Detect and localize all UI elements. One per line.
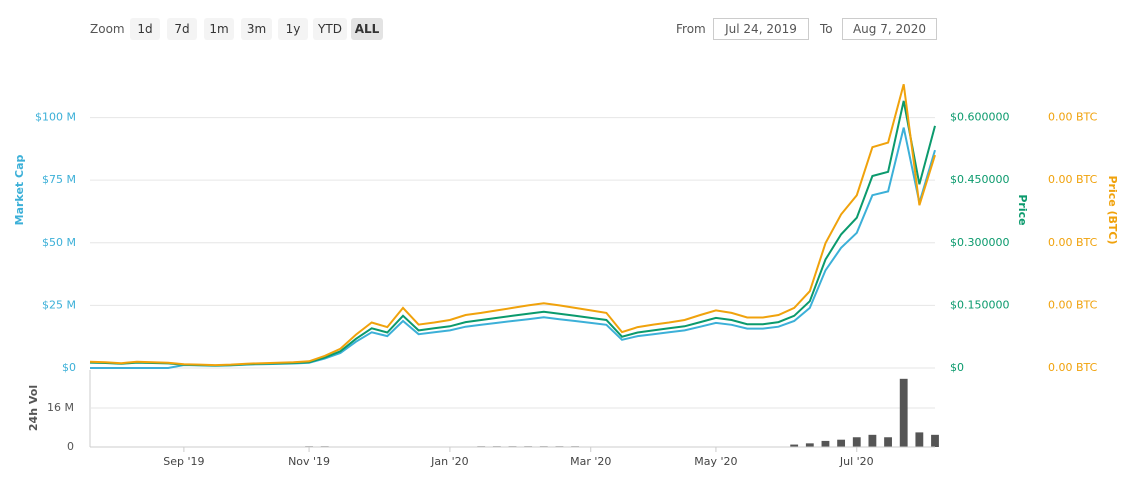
y-tick-label: $50 M <box>42 236 76 249</box>
volume-bar <box>915 432 924 447</box>
y-tick-label: 0.00 BTC <box>1048 236 1098 249</box>
y-tick-label: 0.00 BTC <box>1048 361 1098 374</box>
x-tick-label: Jan '20 <box>430 455 468 468</box>
volume-bar <box>868 434 877 447</box>
y-tick-label: $0.150000 <box>950 298 1010 311</box>
line-series <box>90 127 936 369</box>
x-tick-label: Mar '20 <box>570 455 611 468</box>
line-series <box>89 83 936 367</box>
y-tick-label: $100 M <box>35 111 76 124</box>
zoom-button[interactable]: 1d <box>130 18 160 40</box>
y3-axis-title: Price (BTC) <box>1106 175 1119 244</box>
zoom-button[interactable]: 1y <box>278 18 308 40</box>
to-label: To <box>820 22 833 36</box>
x-tick-label: Jul '20 <box>839 455 874 468</box>
y-tick-label: 0 <box>67 440 74 453</box>
y-tick-label: 0.00 BTC <box>1048 111 1098 124</box>
zoom-button[interactable]: 3m <box>241 18 272 40</box>
zoom-label: Zoom <box>90 22 125 36</box>
y-tick-label: 0.00 BTC <box>1048 173 1098 186</box>
zoom-button[interactable]: 7d <box>167 18 197 40</box>
y-tick-label: $0.300000 <box>950 236 1010 249</box>
y-tick-label: $0.450000 <box>950 173 1010 186</box>
from-label: From <box>676 22 706 36</box>
y-tick-label: $0 <box>62 361 76 374</box>
y-tick-label: $75 M <box>42 173 76 186</box>
from-input[interactable]: Jul 24, 2019 <box>713 18 809 40</box>
to-input[interactable]: Aug 7, 2020 <box>842 18 937 40</box>
zoom-button[interactable]: YTD <box>313 18 347 40</box>
line-series <box>89 100 936 367</box>
y-tick-label: $0.600000 <box>950 111 1010 124</box>
volume-bar <box>884 437 892 447</box>
volume-bar <box>837 439 846 447</box>
volume-bar <box>821 440 830 447</box>
y2-axis-title: Price <box>1016 194 1029 225</box>
volume-bar <box>852 437 861 447</box>
volume-bar <box>805 443 814 447</box>
zoom-button[interactable]: ALL <box>351 18 383 40</box>
x-tick-label: Sep '19 <box>163 455 204 468</box>
volume-bar <box>931 434 939 447</box>
y-tick-label: $0 <box>950 361 964 374</box>
y-axis-title: 24h Vol <box>27 385 40 431</box>
x-tick-label: May '20 <box>694 455 737 468</box>
volume-bar <box>790 444 799 447</box>
volume-bar <box>899 378 908 447</box>
y-tick-label: 16 M <box>47 401 74 414</box>
y-tick-label: $25 M <box>42 298 76 311</box>
y-axis-title: Market Cap <box>13 155 26 226</box>
x-tick-label: Nov '19 <box>288 455 330 468</box>
zoom-button[interactable]: 1m <box>204 18 234 40</box>
y-tick-label: 0.00 BTC <box>1048 298 1098 311</box>
